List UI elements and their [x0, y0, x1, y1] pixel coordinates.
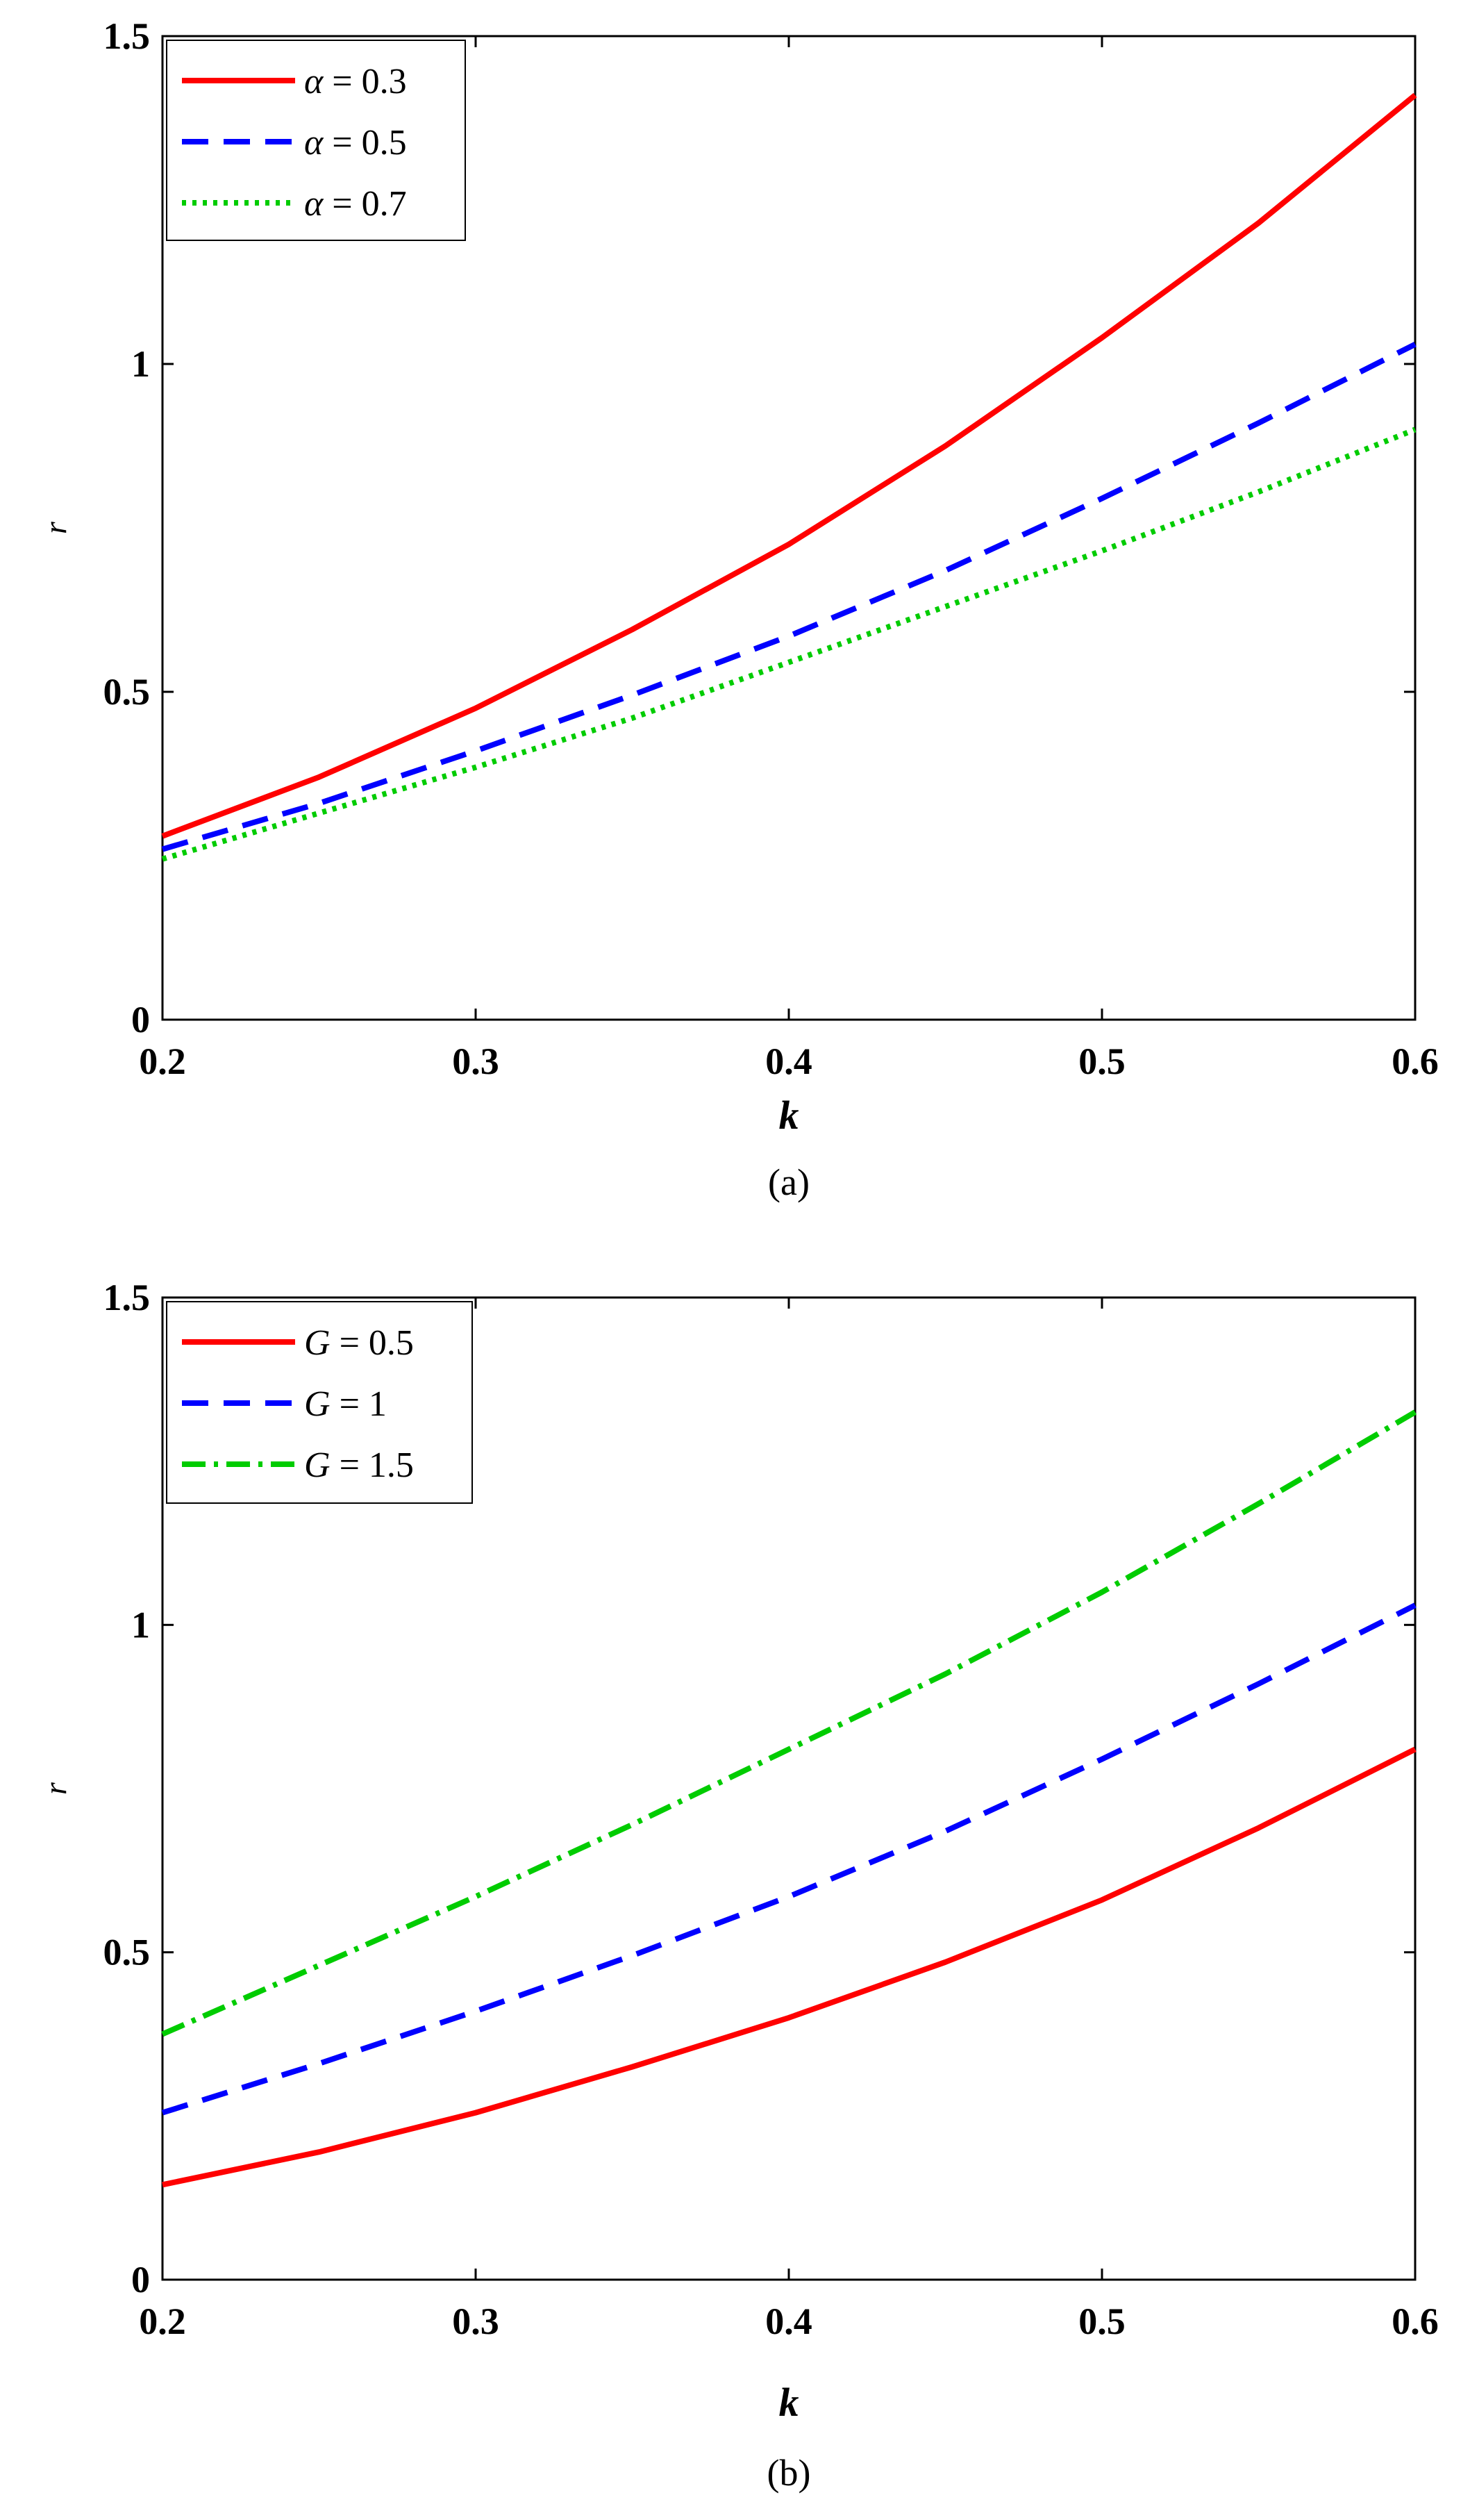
- y-tick-label: 0: [131, 2259, 150, 2301]
- series-line-1: [161, 92, 1417, 839]
- y-tick-label: 0.5: [103, 671, 151, 713]
- y-axis-label: r: [37, 521, 73, 534]
- legend-value: = 0.3: [323, 62, 406, 101]
- legend-value: = 1: [331, 1384, 387, 1424]
- legend-label-3: α = 0.7: [304, 184, 407, 224]
- legend: G = 0.5G = 1G = 1.5: [166, 1301, 473, 1504]
- legend-value: = 1.5: [331, 1445, 414, 1485]
- x-tick-label: 0.3: [452, 2301, 499, 2342]
- legend-value: = 0.7: [323, 184, 406, 224]
- legend-label-2: G = 1: [304, 1384, 387, 1424]
- x-tick-label: 0.2: [139, 1041, 186, 1082]
- x-tick-label: 0.3: [452, 1041, 499, 1082]
- legend-symbol: G: [304, 1384, 331, 1424]
- legend-symbol: G: [304, 1445, 331, 1485]
- series-line-2: [161, 1602, 1417, 2116]
- x-tick-label: 0.4: [765, 2301, 812, 2342]
- legend-label-2: α = 0.5: [304, 123, 407, 163]
- y-tick-label: 1.5: [103, 15, 151, 57]
- panel-caption: (a): [768, 1161, 810, 1203]
- legend-symbol: α: [304, 123, 324, 163]
- legend-label-1: α = 0.3: [304, 62, 407, 101]
- series-line-3: [161, 426, 1417, 862]
- x-axis-label: k: [779, 1093, 799, 1138]
- panel-caption: (b): [767, 2452, 811, 2494]
- y-tick-label: 0.5: [103, 1932, 151, 1973]
- legend-symbol: α: [304, 184, 324, 224]
- y-tick-label: 0: [131, 999, 150, 1041]
- legend-box: [166, 40, 466, 241]
- legend-symbol: G: [304, 1323, 331, 1363]
- legend-box: [166, 1301, 473, 1504]
- x-tick-label: 0.4: [765, 1041, 812, 1082]
- x-tick-label: 0.5: [1078, 1041, 1126, 1082]
- legend-label-3: G = 1.5: [304, 1445, 414, 1485]
- legend-symbol: α: [304, 62, 324, 101]
- series-line-2: [161, 342, 1417, 852]
- x-tick-label: 0.5: [1078, 2301, 1126, 2342]
- legend-value: = 0.5: [323, 123, 406, 163]
- x-tick-label: 0.6: [1392, 2301, 1439, 2342]
- y-axis-label: r: [37, 1782, 73, 1795]
- x-tick-label: 0.6: [1392, 1041, 1439, 1082]
- x-axis-label: k: [779, 2380, 799, 2425]
- legend-label-1: G = 0.5: [304, 1323, 414, 1363]
- y-tick-label: 1: [131, 1604, 150, 1646]
- y-tick-label: 1: [131, 343, 150, 385]
- series-line-3: [161, 1409, 1417, 2037]
- y-tick-label: 1.5: [103, 1277, 151, 1318]
- series-line-1: [162, 1746, 1417, 2188]
- x-tick-label: 0.2: [139, 2301, 186, 2342]
- legend: α = 0.3α = 0.5α = 0.7: [166, 40, 466, 241]
- legend-value: = 0.5: [331, 1323, 414, 1363]
